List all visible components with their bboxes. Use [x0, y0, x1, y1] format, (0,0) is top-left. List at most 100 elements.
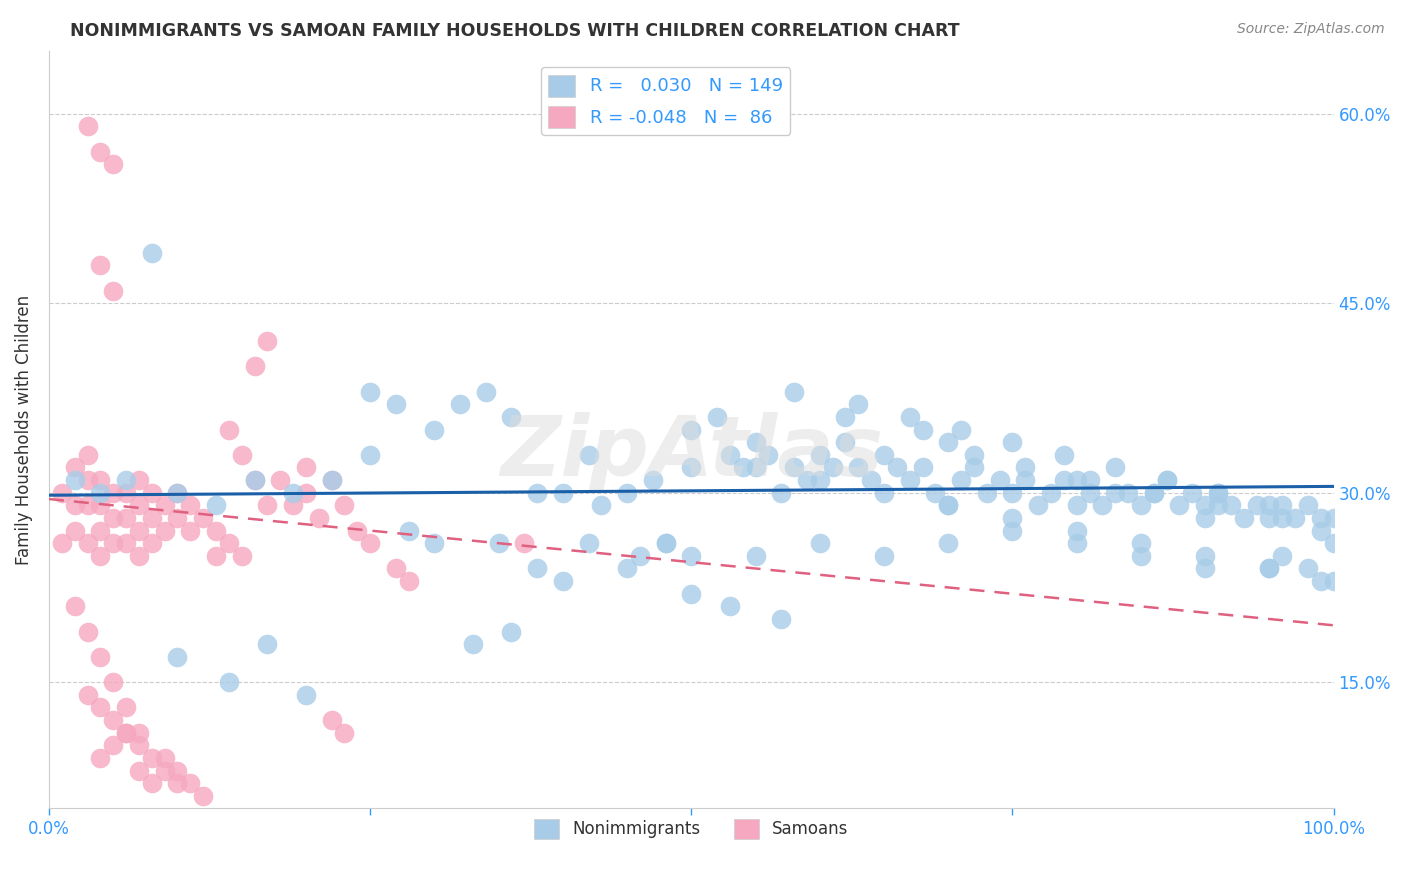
Point	[1116, 485, 1139, 500]
Point	[346, 524, 368, 538]
Point	[89, 549, 111, 563]
Point	[115, 473, 138, 487]
Point	[166, 485, 188, 500]
Point	[911, 423, 934, 437]
Point	[166, 485, 188, 500]
Point	[1194, 499, 1216, 513]
Point	[898, 473, 921, 487]
Point	[141, 776, 163, 790]
Point	[1168, 499, 1191, 513]
Point	[706, 409, 728, 424]
Point	[1014, 473, 1036, 487]
Point	[963, 460, 986, 475]
Point	[796, 473, 818, 487]
Point	[141, 536, 163, 550]
Point	[1026, 499, 1049, 513]
Point	[385, 561, 408, 575]
Point	[1014, 460, 1036, 475]
Point	[898, 409, 921, 424]
Point	[1001, 511, 1024, 525]
Point	[1143, 485, 1166, 500]
Point	[398, 574, 420, 588]
Point	[1091, 499, 1114, 513]
Point	[834, 435, 856, 450]
Point	[551, 485, 574, 500]
Point	[1040, 485, 1063, 500]
Point	[821, 460, 844, 475]
Point	[1258, 499, 1281, 513]
Point	[873, 549, 896, 563]
Point	[758, 448, 780, 462]
Point	[501, 624, 523, 639]
Point	[1271, 499, 1294, 513]
Point	[76, 624, 98, 639]
Point	[1001, 485, 1024, 500]
Point	[1129, 549, 1152, 563]
Point	[76, 120, 98, 134]
Point	[936, 499, 959, 513]
Point	[1053, 448, 1076, 462]
Point	[1309, 574, 1331, 588]
Point	[89, 485, 111, 500]
Point	[1194, 549, 1216, 563]
Legend: Nonimmigrants, Samoans: Nonimmigrants, Samoans	[527, 812, 855, 846]
Point	[128, 524, 150, 538]
Point	[115, 700, 138, 714]
Point	[513, 536, 536, 550]
Point	[1143, 485, 1166, 500]
Point	[63, 599, 86, 614]
Point	[103, 485, 125, 500]
Point	[359, 536, 381, 550]
Point	[783, 384, 806, 399]
Point	[886, 460, 908, 475]
Point	[1258, 561, 1281, 575]
Point	[628, 549, 651, 563]
Point	[808, 448, 831, 462]
Point	[103, 675, 125, 690]
Point	[115, 725, 138, 739]
Point	[718, 599, 741, 614]
Point	[1129, 536, 1152, 550]
Point	[89, 259, 111, 273]
Point	[950, 423, 973, 437]
Point	[488, 536, 510, 550]
Point	[654, 536, 676, 550]
Point	[846, 397, 869, 411]
Point	[616, 561, 638, 575]
Point	[128, 764, 150, 778]
Point	[616, 485, 638, 500]
Point	[744, 460, 766, 475]
Point	[1271, 549, 1294, 563]
Point	[333, 725, 356, 739]
Point	[321, 473, 343, 487]
Point	[1129, 499, 1152, 513]
Point	[141, 245, 163, 260]
Point	[153, 751, 176, 765]
Point	[128, 473, 150, 487]
Point	[1001, 524, 1024, 538]
Point	[359, 448, 381, 462]
Point	[281, 499, 304, 513]
Point	[423, 536, 446, 550]
Point	[976, 485, 998, 500]
Point	[783, 460, 806, 475]
Point	[1156, 473, 1178, 487]
Point	[1104, 485, 1126, 500]
Point	[1309, 524, 1331, 538]
Point	[770, 612, 793, 626]
Point	[1156, 473, 1178, 487]
Point	[218, 536, 240, 550]
Point	[141, 485, 163, 500]
Point	[551, 574, 574, 588]
Point	[1066, 524, 1088, 538]
Point	[591, 499, 613, 513]
Point	[89, 649, 111, 664]
Point	[89, 524, 111, 538]
Point	[936, 536, 959, 550]
Point	[1233, 511, 1256, 525]
Point	[166, 511, 188, 525]
Point	[526, 485, 548, 500]
Point	[103, 536, 125, 550]
Point	[681, 549, 703, 563]
Point	[1246, 499, 1268, 513]
